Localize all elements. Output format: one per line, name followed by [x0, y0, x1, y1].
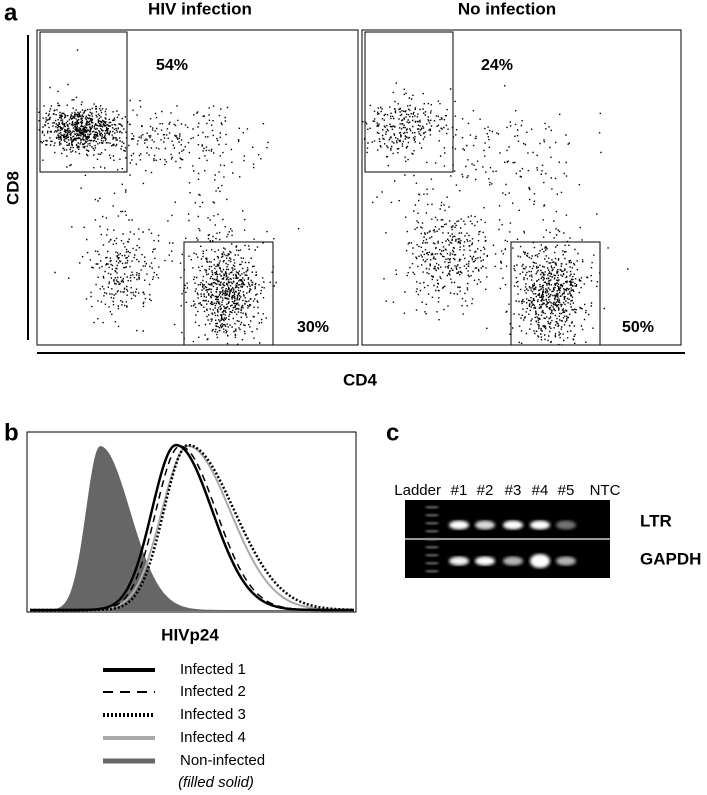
legend-label: Non-infected: [180, 752, 265, 769]
dots: [49, 49, 300, 332]
gate-percent: 24%: [481, 57, 513, 74]
dots: [491, 141, 581, 278]
panel-label: b: [4, 419, 19, 446]
lane-label: Ladder: [394, 482, 441, 499]
dot-cloud: [37, 49, 300, 345]
ladder-band: [426, 562, 438, 565]
legend: Infected 1 Infected 2 Infected 3 Infecte…: [103, 661, 265, 791]
legend-label: Infected 3: [180, 706, 246, 723]
band: [530, 520, 550, 530]
band-label: LTR: [640, 511, 672, 530]
lane-label: NTC: [590, 482, 621, 499]
band-label: GAPDH: [640, 549, 701, 568]
ladder-band: [426, 522, 438, 525]
band: [449, 520, 469, 530]
dots: [167, 224, 277, 345]
legend-note: (filled solid): [178, 774, 254, 791]
dots: [37, 83, 151, 166]
lane-label: #4: [532, 482, 549, 499]
lane-label: #2: [477, 482, 494, 499]
gate-percent: 54%: [156, 57, 188, 74]
axis-label: CD4: [343, 370, 378, 389]
ladder-band: [426, 530, 438, 533]
plot-title: HIV infection: [148, 0, 252, 18]
panel-label: c: [386, 419, 399, 446]
histograms: [30, 443, 355, 612]
dots: [372, 85, 581, 345]
lane-label: #1: [451, 482, 468, 499]
hist-line: [30, 443, 354, 612]
ladder-band: [426, 554, 438, 557]
band: [556, 556, 576, 566]
legend-label: Infected 4: [180, 729, 246, 746]
legend-label: Infected 1: [180, 661, 246, 678]
plot-title: No infection: [458, 0, 556, 18]
ladder-band: [426, 538, 438, 541]
dots: [54, 192, 173, 332]
dot-cloud: [362, 82, 629, 345]
legend-label: Infected 2: [180, 683, 246, 700]
band: [503, 556, 523, 566]
band: [530, 554, 550, 568]
gate-percent: 30%: [297, 319, 329, 336]
band: [556, 520, 576, 530]
lane-label: #3: [505, 482, 522, 499]
lane-label: #5: [558, 482, 575, 499]
panel-label: a: [4, 0, 18, 26]
gate-percent: 50%: [622, 319, 654, 336]
band: [475, 520, 495, 530]
ladder-band: [426, 506, 438, 509]
band: [503, 520, 523, 530]
band: [475, 556, 495, 566]
ladder-band: [426, 546, 438, 549]
ladder-band: [426, 570, 438, 573]
dots: [171, 108, 264, 279]
gel-bands: [426, 506, 576, 573]
dots: [42, 100, 269, 184]
dots: [383, 173, 507, 321]
hist-frame: [26, 431, 357, 613]
dots: [499, 213, 629, 345]
lane-labels: Ladder #1 #2 #3 #4 #5 NTC: [394, 482, 620, 499]
frames: [27, 29, 685, 354]
axis-label: HIVp24: [161, 625, 219, 644]
ladder-band: [426, 514, 438, 517]
band: [449, 556, 469, 566]
axis-label: CD8: [3, 171, 22, 205]
hist-fill: [30, 446, 354, 611]
